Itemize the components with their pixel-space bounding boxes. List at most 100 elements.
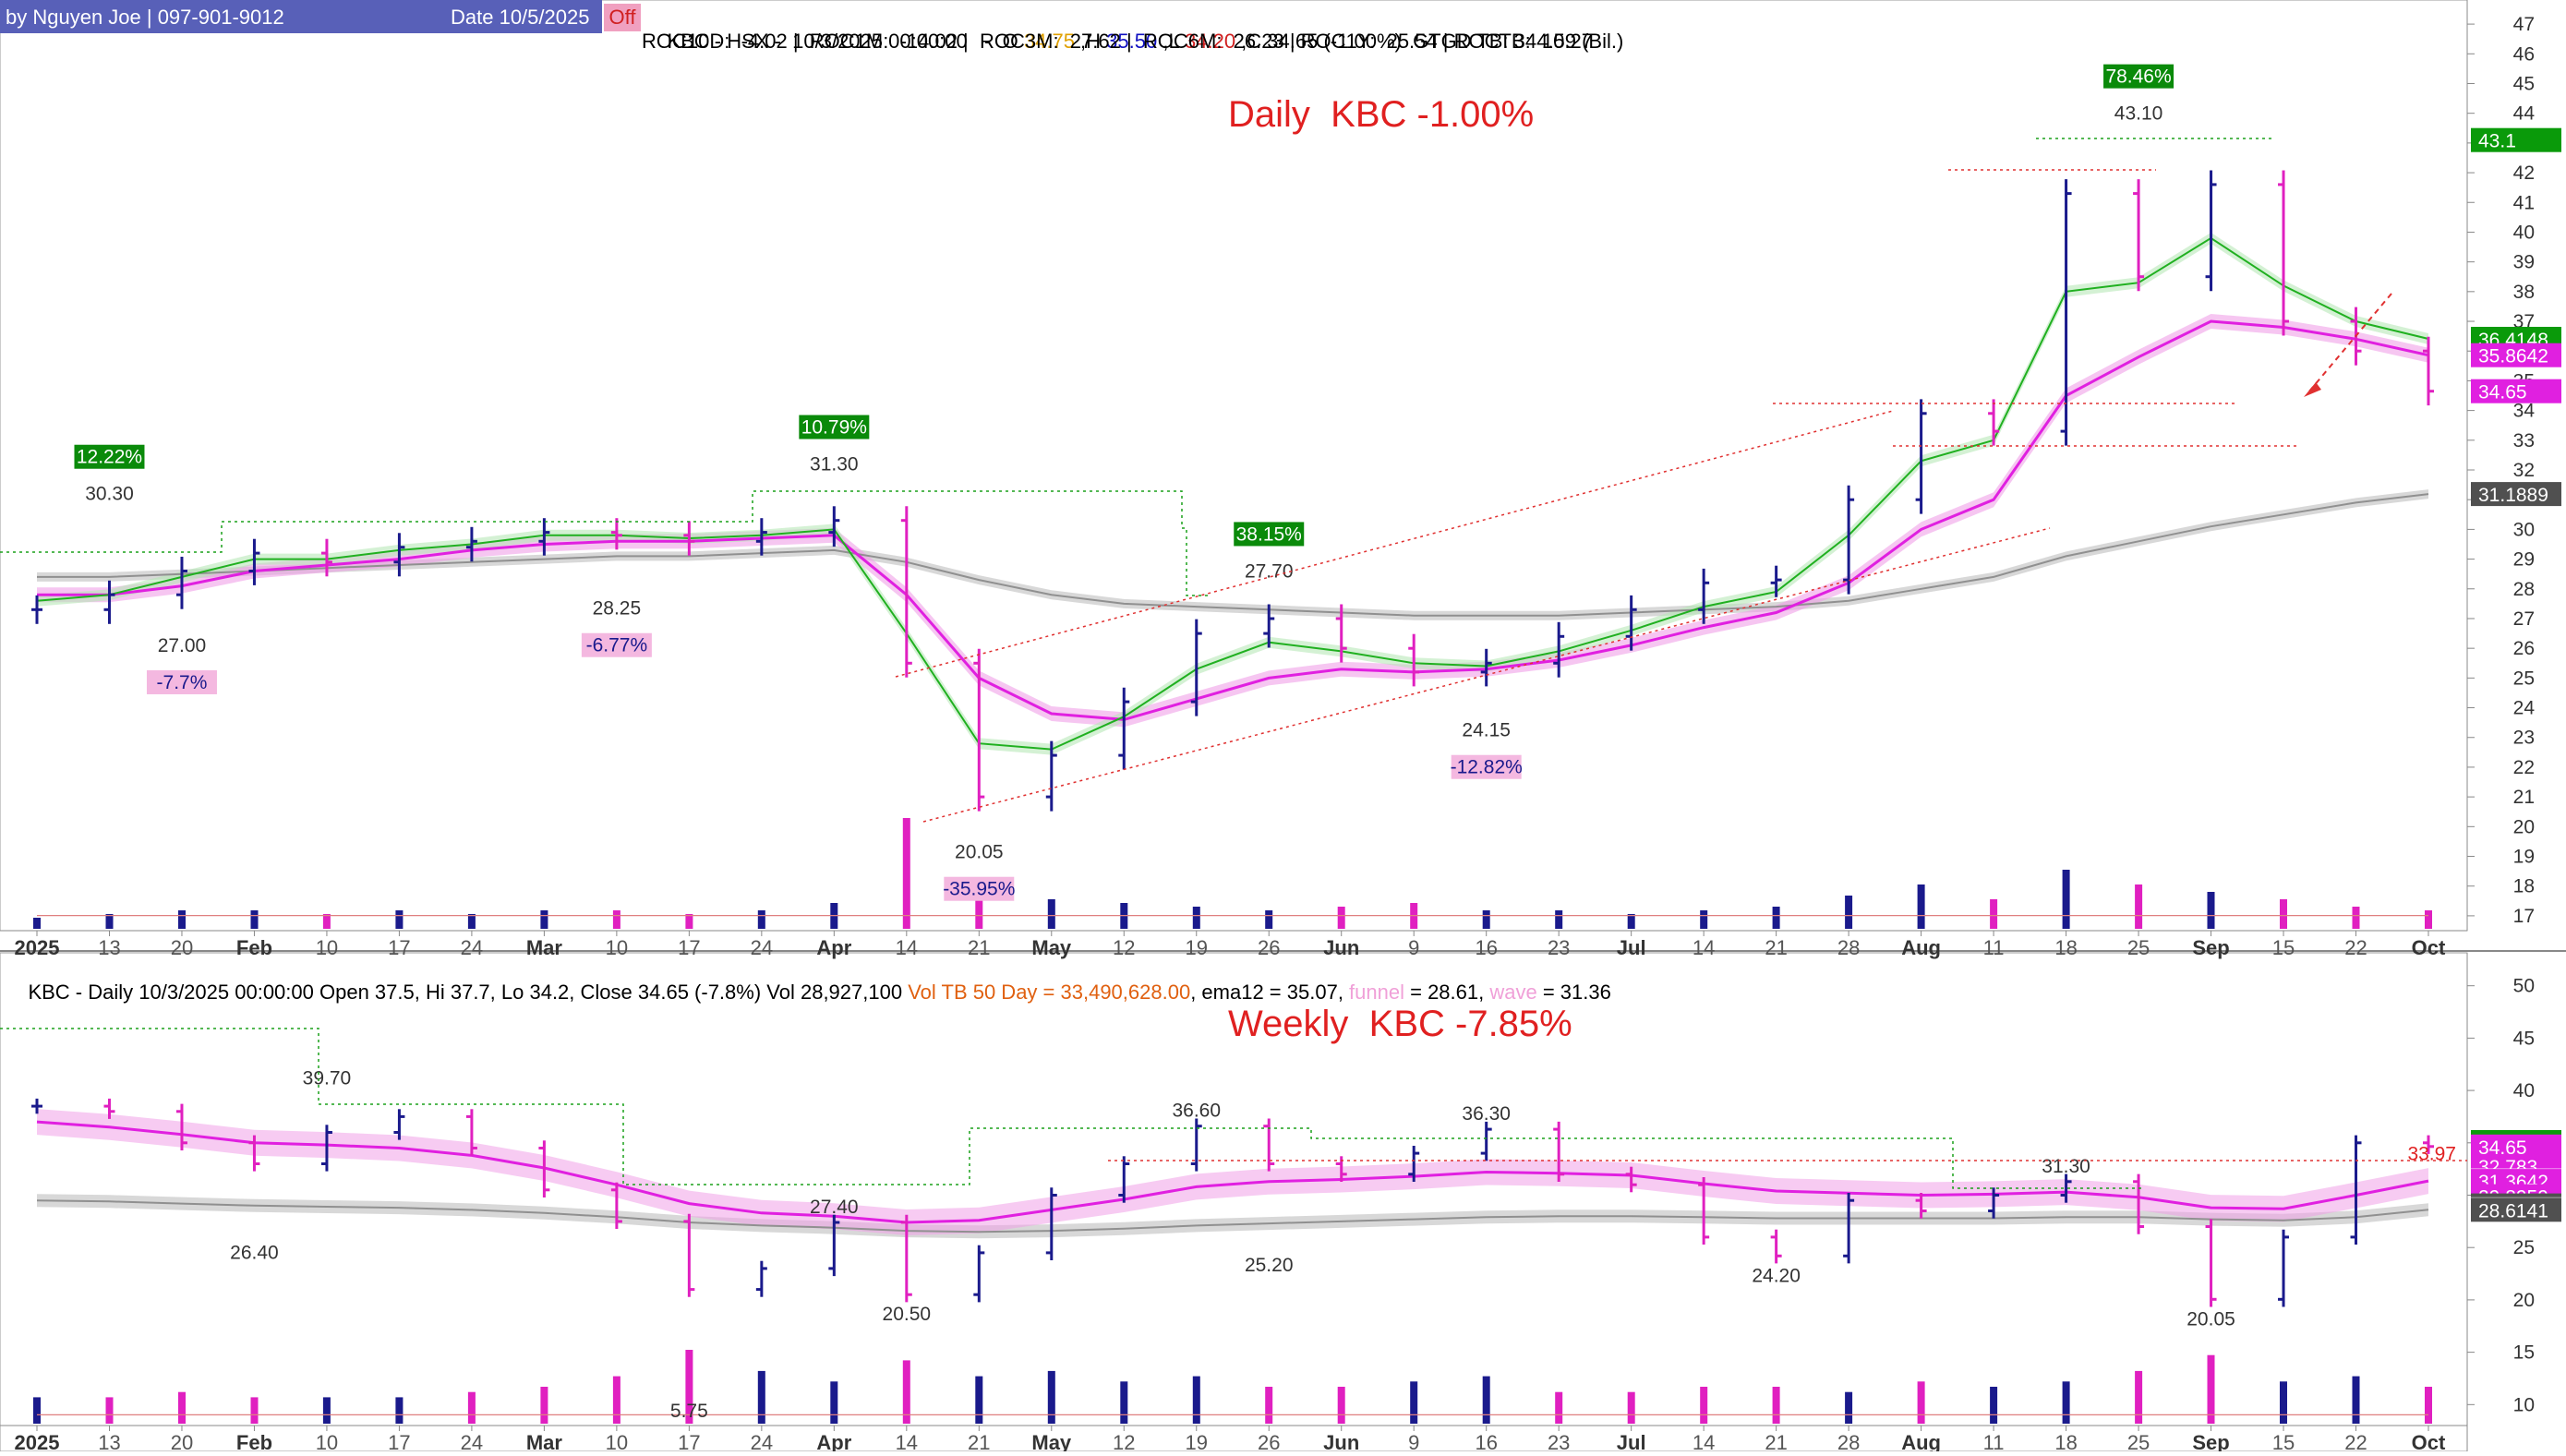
daily-volume-bar [1845,896,1853,929]
daily-y-tick-label: 23 [2513,728,2535,749]
daily-gain-badge [1234,522,1305,547]
daily-price-tag-label: 35.8642 [2478,346,2548,367]
daily-loss-badge-label: -7.7% [157,672,208,693]
weekly-x-tick-label: Mar [526,1431,563,1451]
daily-trendline-lower [922,527,2051,823]
daily-x-tick-label: Sep [2192,936,2229,959]
daily-y-tick-label: 26 [2513,638,2535,659]
daily-trough-label: 24.15 [1462,720,1511,741]
daily-price-tag [2471,379,2561,403]
quote-high: 35.50 [1106,30,1158,53]
quote-h-prefix: ,H [1074,30,1107,53]
daily-x-tick-label: 14 [896,936,918,959]
daily-volume-bar [33,918,41,929]
daily-arrow-line [2307,293,2392,393]
daily-y-tick-label: 27 [2513,608,2535,630]
daily-x-tick-label: Apr [816,936,851,959]
daily-volume-bar [1700,910,1708,929]
daily-volume-bar [250,910,259,929]
daily-x-tick-label: 13 [98,936,120,959]
weekly-volume-bar [395,1397,404,1424]
off-button[interactable]: Off [604,4,641,31]
weekly-volume-bar [1047,1370,1055,1424]
daily-volume-bar [178,910,186,929]
daily-y-tick-label: 44 [2513,103,2536,125]
quote-l-prefix: ,L [1157,30,1185,53]
weekly-volume-bar [33,1397,41,1424]
daily-volume-bar [1990,899,1998,929]
weekly-volume-bar [1627,1391,1635,1424]
weekly-green-step [0,1028,2142,1189]
daily-ema_slow-line [37,319,2429,721]
daily-loss-badge [944,876,1015,901]
daily-y-tick-label: 30 [2513,519,2535,540]
weekly-x-tick-label: 25 [2127,1431,2150,1451]
daily-volume-bar [1265,910,1273,929]
weekly-volume-bar [2280,1381,2287,1424]
weekly-y-tick-label: 15 [2513,1342,2535,1364]
weekly-y-tick-label: 20 [2513,1290,2535,1311]
daily-y-tick-label: 42 [2513,162,2535,184]
daily-x-tick-label: 9 [1408,936,1419,959]
weekly-x-tick-label: Oct [2412,1431,2446,1451]
weekly-trough-label: 20.05 [2187,1308,2235,1330]
daily-volume-bar [1192,907,1200,929]
daily-volume-bar [2207,892,2215,929]
weekly-volume-bar [2425,1387,2432,1424]
daily-volume-bar [1772,907,1780,929]
weekly-volume-bar [1410,1381,1418,1424]
weekly-x-tick-label: 17 [678,1431,700,1451]
daily-loss-badge-label: -35.95% [943,879,1015,900]
daily-y-tick-label: 19 [2513,847,2535,868]
daily-gain-badge-label: 10.79% [801,417,867,439]
daily-volume-bar [1627,914,1635,929]
daily-x-tick-label: 28 [1837,936,1860,959]
daily-y-tick-label: 18 [2513,876,2535,897]
weekly-x-tick-label: 9 [1408,1431,1419,1451]
daily-y-tick-label: 20 [2513,816,2535,837]
weekly-volume-bar [1192,1376,1200,1424]
daily-x-tick-label: Oct [2412,936,2446,959]
daily-x-tick-label: 15 [2272,936,2295,959]
status-a: KBC - Daily 10/3/2025 00:00:00 Open 37.5… [28,981,909,1004]
weekly-y-tick-label: 10 [2513,1394,2535,1415]
weekly-x-tick-label: 20 [171,1431,193,1451]
weekly-wave-line [36,1120,2429,1224]
daily-volume-bar [685,914,693,929]
daily-x-tick-label: 17 [678,936,700,959]
daily-green-step [0,490,1210,596]
daily-x-tick-label: 19 [1186,936,1208,959]
weekly-trough-label: 25.20 [1245,1255,1294,1276]
weekly-wave-band [37,1109,2428,1235]
weekly-volume-bar [1772,1387,1780,1424]
weekly-price-tag-label: 34.65 [2478,1137,2527,1159]
daily-gain-badge [74,444,145,469]
daily-volume-bar [1482,910,1490,929]
weekly-peak-label: 36.60 [1172,1101,1221,1122]
daily-x-tick-label: Mar [526,936,563,959]
weekly-y-tick-label: 40 [2513,1080,2535,1101]
daily-title: Daily KBC -1.00% [1228,94,1535,135]
weekly-x-tick-label: 12 [1113,1431,1135,1451]
weekly-x-tick-label: 22 [2344,1431,2367,1451]
weekly-peak-label: 27.40 [810,1197,859,1218]
daily-y-tick-label: 25 [2513,668,2535,689]
weekly-volume-bar [975,1376,983,1424]
daily-price-tag [2471,343,2561,367]
daily-trough-label: 27.00 [158,635,207,656]
daily-price-tag [2471,127,2561,152]
daily-volume-bar [2135,884,2143,929]
daily-volume-bar [1047,899,1055,929]
daily-ema_slow-band [37,314,2428,728]
weekly-volume-bar [1265,1387,1273,1424]
weekly-y-tick-label: 50 [2513,976,2535,997]
daily-x-tick-label: 10 [606,936,628,959]
daily-panel [0,0,2468,932]
daily-x-tick-label: 22 [2344,936,2367,959]
weekly-volume-bar [540,1387,548,1424]
daily-volume-bar [2352,907,2360,929]
weekly-funnel-band [37,1194,2428,1239]
daily-volume-bar [2425,910,2432,929]
daily-y-tick-label: 28 [2513,579,2535,600]
weekly-trough-label: 24.20 [1752,1265,1801,1286]
